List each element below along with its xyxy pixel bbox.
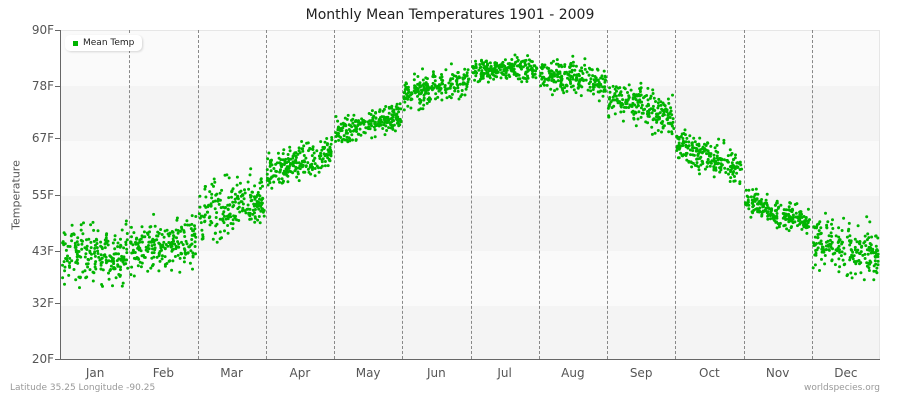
month-separator (607, 30, 608, 359)
month-separator (334, 30, 335, 359)
month-separator (675, 30, 676, 359)
source-link[interactable]: worldspecies.org (803, 383, 880, 393)
plot-area (61, 30, 880, 360)
y-tick-mark (55, 359, 61, 360)
month-separator (266, 30, 267, 359)
month-separator (198, 30, 199, 359)
x-tick-label: Jun (427, 366, 446, 380)
band-43-55 (61, 196, 879, 251)
y-tick-label: 55F (31, 187, 54, 202)
y-tick-mark (55, 194, 61, 196)
x-tick-label: Jul (497, 366, 512, 380)
y-tick-label: 67F (31, 131, 54, 146)
location-label: Latitude 35.25 Longitude -90.25 (10, 383, 156, 393)
x-tick-label: Nov (765, 366, 790, 380)
x-tick-label: Oct (699, 366, 720, 380)
month-separator (129, 30, 130, 359)
x-tick-label: Sep (629, 366, 653, 380)
month-separator (812, 30, 813, 359)
y-tick-mark (55, 302, 61, 304)
x-tick-label: Mar (220, 366, 243, 380)
month-separator (539, 30, 540, 359)
legend-swatch-icon (73, 40, 78, 46)
x-tick-label: Apr (289, 366, 311, 380)
y-tick-mark (55, 30, 61, 31)
month-separator (744, 30, 745, 359)
y-tick-label: 78F (31, 79, 54, 94)
x-tick-label: May (355, 366, 381, 380)
month-separator (471, 30, 472, 359)
x-tick-label: Jan (85, 366, 105, 380)
y-tick-label: 20F (31, 352, 54, 366)
y-tick-label: 90F (31, 23, 54, 37)
x-axis (60, 359, 880, 360)
y-tick-mark (55, 250, 61, 252)
y-tick-mark (55, 138, 61, 140)
y-tick-label: 32F (31, 295, 54, 310)
x-tick-label: Dec (834, 366, 858, 380)
band-20-32 (61, 306, 879, 360)
chart-title: Monthly Mean Temperatures 1901 - 2009 (305, 7, 595, 23)
y-tick-mark (55, 86, 61, 88)
band-78-90 (61, 31, 879, 86)
y-tick-label: 43F (31, 243, 54, 258)
legend: Mean Temp (65, 35, 143, 51)
band-67-78 (61, 86, 879, 141)
x-tick-label: Aug (561, 366, 585, 380)
month-separator (402, 30, 403, 359)
band-32-43 (61, 251, 879, 306)
legend-label: Mean Temp (83, 38, 135, 48)
x-tick-label: Feb (152, 366, 174, 380)
